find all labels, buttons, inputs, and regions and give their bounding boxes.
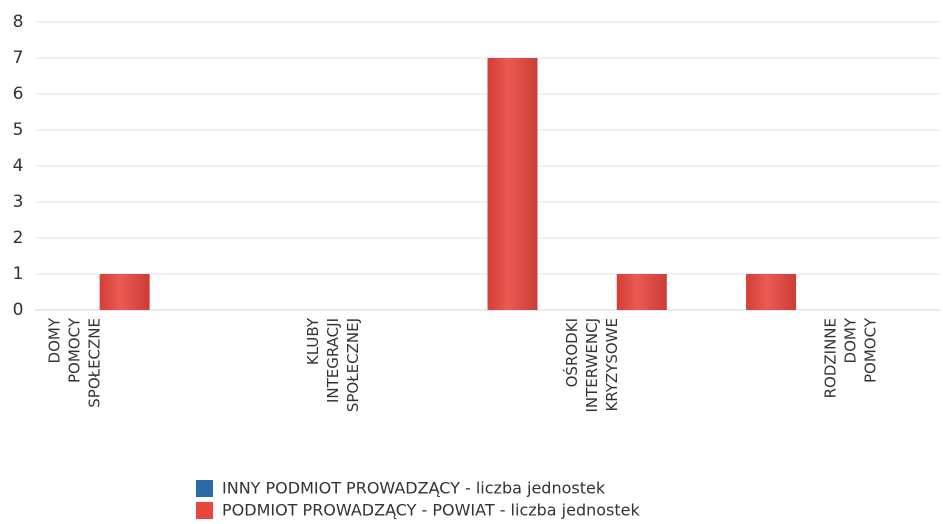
- y-tick-label: 6: [13, 84, 24, 104]
- y-tick-label: 2: [13, 228, 24, 248]
- bar-shade: [746, 274, 797, 310]
- y-tick-label: 0: [13, 300, 24, 320]
- x-tick-label: RODZINNE DOMY POMOCY: [821, 317, 879, 398]
- x-tick-label: OŚRODKI INTERWENCJ KRYZYSOWE: [561, 318, 620, 413]
- y-tick-label: 4: [13, 156, 24, 176]
- y-tick-label: 5: [13, 120, 24, 140]
- bar-shade: [616, 274, 667, 310]
- x-tick-label: KLUBY INTEGRACJI SPOŁECZNEJ: [304, 317, 362, 412]
- bar-shade: [487, 58, 538, 310]
- legend-swatch: [196, 480, 213, 497]
- legend-label: PODMIOT PROWADZĄCY - POWIAT - liczba jed…: [222, 501, 641, 520]
- y-tick-label: 7: [13, 48, 24, 68]
- legend-label: INNY PODMIOT PROWADZĄCY - liczba jednost…: [222, 479, 606, 498]
- y-tick-label: 3: [13, 192, 24, 212]
- y-tick-label: 8: [13, 12, 24, 32]
- bar-shade: [99, 274, 150, 310]
- legend-swatch: [196, 502, 213, 519]
- x-tick-label: DOMY POMOCY SPOŁECZNE: [45, 317, 103, 408]
- y-tick-label: 1: [13, 264, 24, 284]
